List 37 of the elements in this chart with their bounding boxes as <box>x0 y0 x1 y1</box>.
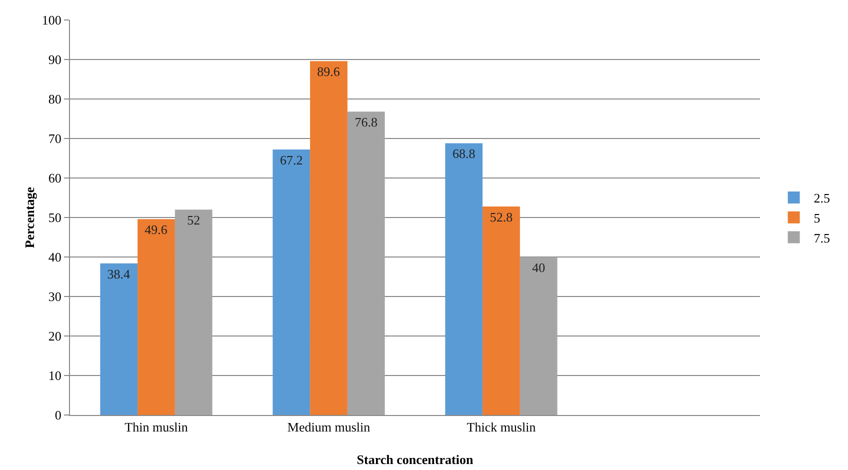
data-label: 76.8 <box>354 114 378 130</box>
y-tick-label: 50 <box>48 210 62 226</box>
data-label: 38.4 <box>107 266 130 282</box>
y-tick-label: 80 <box>48 92 62 107</box>
bar <box>347 112 385 415</box>
legend-label: 5 <box>814 210 820 226</box>
y-tick-label: 0 <box>54 408 62 423</box>
y-tick-label: 20 <box>48 328 62 344</box>
data-label: 49.6 <box>144 222 168 238</box>
bar <box>445 143 483 415</box>
bar <box>100 263 138 415</box>
data-label: 89.6 <box>317 64 340 80</box>
y-tick-label: 70 <box>48 131 62 146</box>
data-label: 68.8 <box>452 146 476 162</box>
bar <box>174 210 212 415</box>
x-tick-label: Thick muslin <box>466 420 536 435</box>
y-tick-label: 60 <box>48 170 62 186</box>
bar <box>482 206 520 415</box>
bar <box>310 61 348 415</box>
y-tick-label: 90 <box>48 52 62 68</box>
x-tick-label: Thin muslin <box>124 420 188 435</box>
y-tick-label: 30 <box>48 289 62 304</box>
legend-label: 7.5 <box>814 230 830 246</box>
y-tick-label: 40 <box>48 250 62 265</box>
bar <box>520 257 558 415</box>
x-axis-title: Starch concentration <box>356 452 474 467</box>
legend-label: 2.5 <box>814 190 830 206</box>
data-label: 52 <box>187 212 200 228</box>
x-tick-label: Medium muslin <box>287 420 371 435</box>
data-label: 67.2 <box>280 152 303 168</box>
data-label: 52.8 <box>490 209 513 224</box>
y-tick-label: 10 <box>48 368 62 384</box>
data-label: 40 <box>532 260 546 275</box>
y-tick-label: 100 <box>42 12 62 28</box>
bar <box>272 150 310 415</box>
bar <box>138 219 175 415</box>
y-axis-title: Percentage <box>22 186 37 248</box>
